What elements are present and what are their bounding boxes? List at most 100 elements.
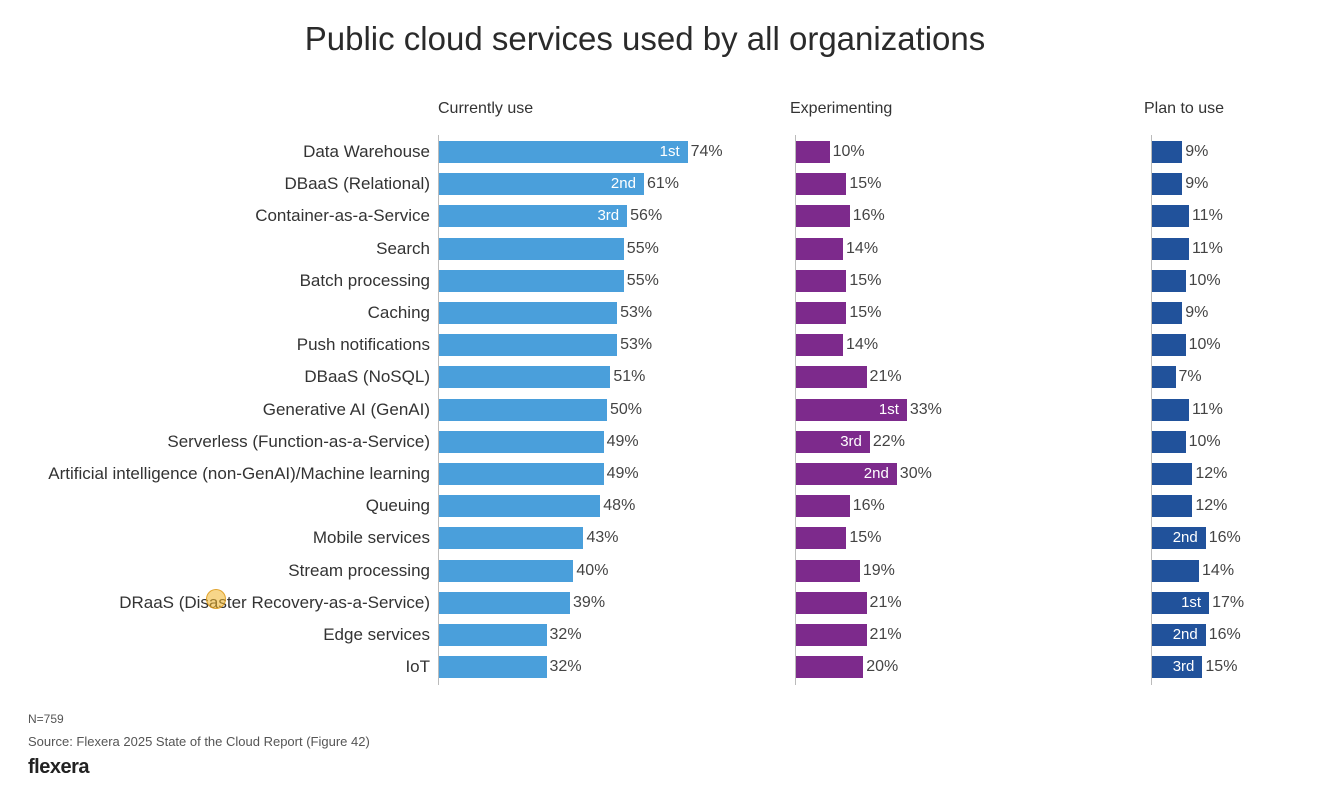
value-label: 16% [1208, 529, 1241, 547]
bar-plan-to-use [1152, 173, 1183, 196]
value-label: 32% [549, 626, 582, 643]
bar-currently-use [439, 624, 547, 646]
bar-experimenting [796, 495, 850, 518]
value-label: 15% [849, 175, 882, 193]
bar-plan-to-use [1152, 463, 1193, 485]
value-label: 11% [1191, 239, 1223, 257]
bar-currently-use [439, 398, 607, 421]
bar-plan-to-use [1152, 302, 1183, 324]
column-header-plan-to-use: Plan to use [1144, 100, 1225, 117]
value-label: 14% [1202, 561, 1235, 579]
bar-plan-to-use [1152, 269, 1186, 292]
bar-plan-to-use: 1st [1152, 591, 1210, 614]
bar-currently-use: 1st [439, 141, 688, 163]
bar-currently-use: 3rd [439, 205, 628, 228]
value-label: 61% [646, 175, 679, 193]
value-label: 49% [606, 465, 639, 482]
column-header-experimenting: Experimenting [790, 100, 893, 117]
bar-experimenting [796, 237, 844, 260]
flexera-logo: flexera [28, 756, 90, 778]
value-label: 51% [613, 368, 646, 386]
category-label: DRaaS (Disaster Recovery-as-a-Service) [119, 592, 430, 612]
sample-size: N=759 [28, 712, 64, 726]
bar-experimenting [796, 366, 867, 389]
bar-currently-use [439, 591, 571, 614]
value-label: 16% [852, 497, 885, 515]
value-label: 11% [1191, 207, 1223, 225]
category-label: Stream processing [288, 560, 430, 580]
source-note: Source: Flexera 2025 State of the Cloud … [28, 734, 370, 749]
bar-experimenting [796, 624, 867, 646]
value-label: 48% [603, 497, 636, 515]
category-label: Generative AI (GenAI) [262, 399, 430, 419]
bar-currently-use [439, 237, 624, 260]
value-label: 74% [690, 143, 723, 160]
value-label: 10% [1188, 432, 1221, 450]
bar-experimenting: 2nd [796, 463, 897, 485]
value-label: 21% [869, 626, 902, 643]
rank-label: 1st [1181, 593, 1202, 611]
bar-currently-use: 2nd [439, 173, 644, 196]
axis-line-plan-to-use [1151, 135, 1152, 685]
value-label: 11% [1191, 400, 1223, 418]
rank-label: 1st [878, 400, 899, 418]
value-label: 10% [1188, 271, 1221, 289]
category-label: DBaaS (Relational) [284, 174, 430, 194]
category-label: Serverless (Function-as-a-Service) [167, 431, 430, 451]
bar-plan-to-use [1152, 237, 1189, 260]
bar-experimenting [796, 205, 850, 228]
bar-experimenting [796, 527, 847, 550]
value-label: 43% [586, 529, 619, 547]
value-label: 15% [849, 271, 882, 289]
chart-title: Public cloud services used by all organi… [304, 20, 986, 57]
category-label: Search [376, 238, 430, 258]
category-label: Data Warehouse [303, 142, 430, 161]
bar-plan-to-use [1152, 430, 1186, 453]
bar-currently-use [439, 269, 624, 292]
category-label: Queuing [365, 496, 430, 516]
bar-experimenting [796, 656, 864, 679]
value-label: 39% [573, 593, 606, 611]
value-label: 7% [1178, 368, 1202, 386]
category-label: Edge services [323, 625, 430, 644]
bar-plan-to-use [1152, 205, 1189, 228]
bar-currently-use [439, 559, 574, 582]
value-label: 14% [846, 239, 879, 257]
bar-plan-to-use [1152, 495, 1193, 518]
bar-experimenting [796, 302, 847, 324]
category-label: Container-as-a-Service [255, 206, 430, 226]
value-label: 10% [832, 143, 865, 160]
category-label: Push notifications [296, 335, 430, 355]
value-label: 9% [1185, 143, 1209, 160]
rank-label: 2nd [863, 465, 889, 482]
bar-experimenting [796, 141, 830, 163]
bar-experimenting [796, 591, 867, 614]
bar-experimenting [796, 269, 847, 292]
value-label: 16% [852, 207, 885, 225]
value-label: 14% [846, 336, 879, 354]
rank-label: 2nd [610, 175, 636, 193]
value-label: 9% [1185, 304, 1209, 321]
bar-plan-to-use [1152, 559, 1200, 582]
axis-line-currently-use [438, 135, 439, 685]
rank-label: 2nd [1172, 529, 1198, 547]
bar-experimenting: 3rd [796, 430, 870, 453]
bar-currently-use [439, 430, 604, 453]
value-label: 9% [1185, 175, 1209, 193]
bar-currently-use [439, 334, 618, 357]
bar-experimenting: 1st [796, 398, 907, 421]
bar-experimenting [796, 334, 844, 357]
category-label: Artificial intelligence (non-GenAI)/Mach… [48, 464, 430, 483]
value-label: 12% [1195, 497, 1228, 515]
bar-plan-to-use [1152, 141, 1183, 163]
bar-experimenting [796, 173, 847, 196]
category-label: Mobile services [312, 528, 430, 548]
value-label: 10% [1188, 336, 1221, 354]
value-label: 15% [1205, 658, 1238, 676]
value-label: 30% [899, 465, 932, 482]
category-label: DBaaS (NoSQL) [304, 367, 430, 387]
value-label: 12% [1195, 465, 1228, 482]
value-label: 55% [626, 271, 659, 289]
category-label: Caching [367, 303, 430, 322]
value-label: 55% [626, 239, 659, 257]
